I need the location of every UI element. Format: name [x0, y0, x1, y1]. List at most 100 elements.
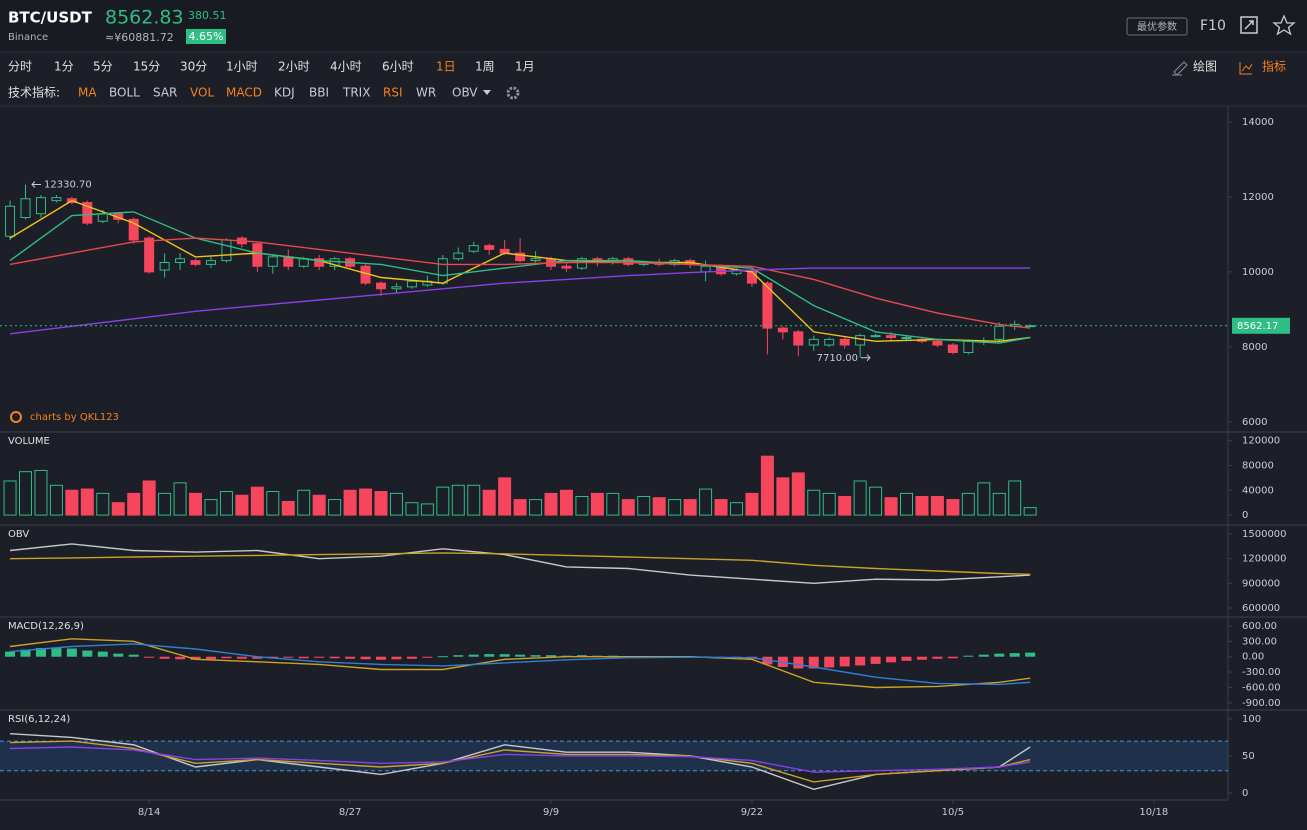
interval[interactable]: 1月 — [515, 60, 535, 74]
macd-bar — [82, 650, 93, 657]
volume-bar — [791, 472, 805, 516]
indicator[interactable]: BOLL — [109, 86, 140, 100]
macd-bar — [5, 651, 16, 657]
indicator[interactable]: OBV — [452, 86, 478, 100]
volume-bar — [142, 480, 156, 516]
draw-tool[interactable]: 绘图 — [1193, 59, 1217, 74]
macd-bar — [546, 655, 557, 657]
dropdown-arrow[interactable] — [483, 90, 491, 95]
indicator-icon[interactable] — [1239, 62, 1253, 75]
f10[interactable]: F10 — [1200, 18, 1226, 34]
candle-body — [561, 265, 572, 269]
volume-bar — [853, 480, 867, 516]
volume-bar — [930, 495, 944, 516]
candle-body — [298, 258, 309, 267]
candle-body — [375, 282, 386, 290]
star-icon[interactable] — [1272, 14, 1296, 36]
volume-bar — [977, 482, 991, 516]
macd-bar — [947, 656, 958, 659]
indicator[interactable]: MACD — [226, 86, 262, 100]
annotation-arrow — [861, 354, 871, 362]
draw-icon[interactable] — [1172, 61, 1188, 76]
macd-bar — [530, 655, 541, 657]
macd-bar — [808, 656, 819, 669]
volume-bar — [204, 499, 218, 516]
volume-bar — [822, 492, 836, 516]
params-button[interactable] — [1126, 17, 1188, 36]
volume-bar — [668, 499, 682, 516]
candle-body — [777, 327, 788, 333]
volume-bar — [189, 492, 203, 516]
interval[interactable]: 1周 — [475, 60, 495, 74]
interval[interactable]: 15分 — [133, 60, 160, 74]
watermark: charts by QKL123 — [30, 412, 119, 423]
macd-bar — [499, 654, 510, 657]
y-tick-label: 8000 — [1242, 342, 1267, 353]
fullscreen-icon[interactable] — [1240, 16, 1258, 34]
indicator[interactable]: WR — [416, 86, 436, 100]
last-price: 8562.17 — [1237, 321, 1278, 332]
macd-bar — [360, 656, 371, 660]
candle-body — [267, 256, 278, 267]
indicator-tool[interactable]: 指标 — [1262, 59, 1286, 74]
interval[interactable]: 4小时 — [330, 60, 362, 74]
settings-icon[interactable] — [506, 86, 520, 100]
indicator[interactable]: BBI — [309, 86, 329, 100]
watermark-logo — [10, 411, 22, 423]
indicator[interactable]: KDJ — [274, 86, 295, 100]
volume-bar — [359, 488, 373, 516]
panel-title: OBV — [8, 529, 29, 540]
indicator[interactable]: RSI — [383, 86, 403, 100]
interval[interactable]: 1小时 — [226, 60, 258, 74]
candle-body — [5, 205, 16, 237]
candle-body — [283, 256, 294, 267]
macd-bar — [453, 655, 464, 657]
macd-bar — [886, 656, 897, 663]
candle-body — [963, 340, 974, 353]
y-tick-label: 50 — [1242, 751, 1255, 762]
macd-bar — [391, 656, 402, 660]
y-tick-label: 120000 — [1242, 436, 1280, 447]
candle-body — [808, 338, 819, 346]
x-tick-label: 9/9 — [543, 807, 559, 818]
macd-bar — [35, 648, 46, 657]
interval[interactable]: 5分 — [93, 60, 113, 74]
candle-body — [994, 325, 1005, 340]
indicator[interactable]: VOL — [190, 86, 214, 100]
macd-bar — [252, 656, 263, 659]
annotation: 7710.00 — [817, 353, 858, 364]
macd-bar — [468, 654, 479, 657]
macd-bar — [515, 654, 526, 657]
indicator[interactable]: MA — [78, 86, 97, 100]
interval[interactable]: 1日 — [436, 60, 456, 74]
symbol: BTC/USDT — [8, 9, 93, 27]
candle-body — [128, 218, 139, 241]
header-bar — [0, 0, 1307, 52]
x-tick-label: 9/22 — [741, 807, 763, 818]
y-tick-label: 600000 — [1242, 603, 1280, 614]
indicator[interactable]: TRIX — [342, 86, 370, 100]
volume-bar — [498, 477, 512, 516]
volume-bar — [900, 492, 914, 516]
macd-bar — [283, 656, 294, 658]
interval[interactable]: 6小时 — [382, 60, 414, 74]
interval[interactable]: 分时 — [8, 60, 32, 74]
volume-bar — [158, 492, 172, 516]
change: 380.51 — [188, 9, 227, 22]
volume-bar — [173, 482, 187, 516]
panel-title: RSI(6,12,24) — [8, 714, 70, 725]
volume-bar — [235, 494, 249, 516]
macd-bar — [128, 654, 139, 657]
interval[interactable]: 2小时 — [278, 60, 310, 74]
volume-bar — [992, 492, 1006, 516]
params-label[interactable]: 最优参数 — [1137, 20, 1177, 33]
indicator[interactable]: SAR — [153, 86, 177, 100]
interval[interactable]: 30分 — [180, 60, 207, 74]
macd-bar — [437, 656, 448, 658]
candle-body — [51, 197, 62, 202]
indicator-line — [9, 746, 1031, 773]
volume-bar — [96, 492, 110, 516]
candle-body — [453, 252, 464, 260]
y-tick-label: 300.00 — [1242, 636, 1277, 647]
interval[interactable]: 1分 — [54, 60, 74, 74]
